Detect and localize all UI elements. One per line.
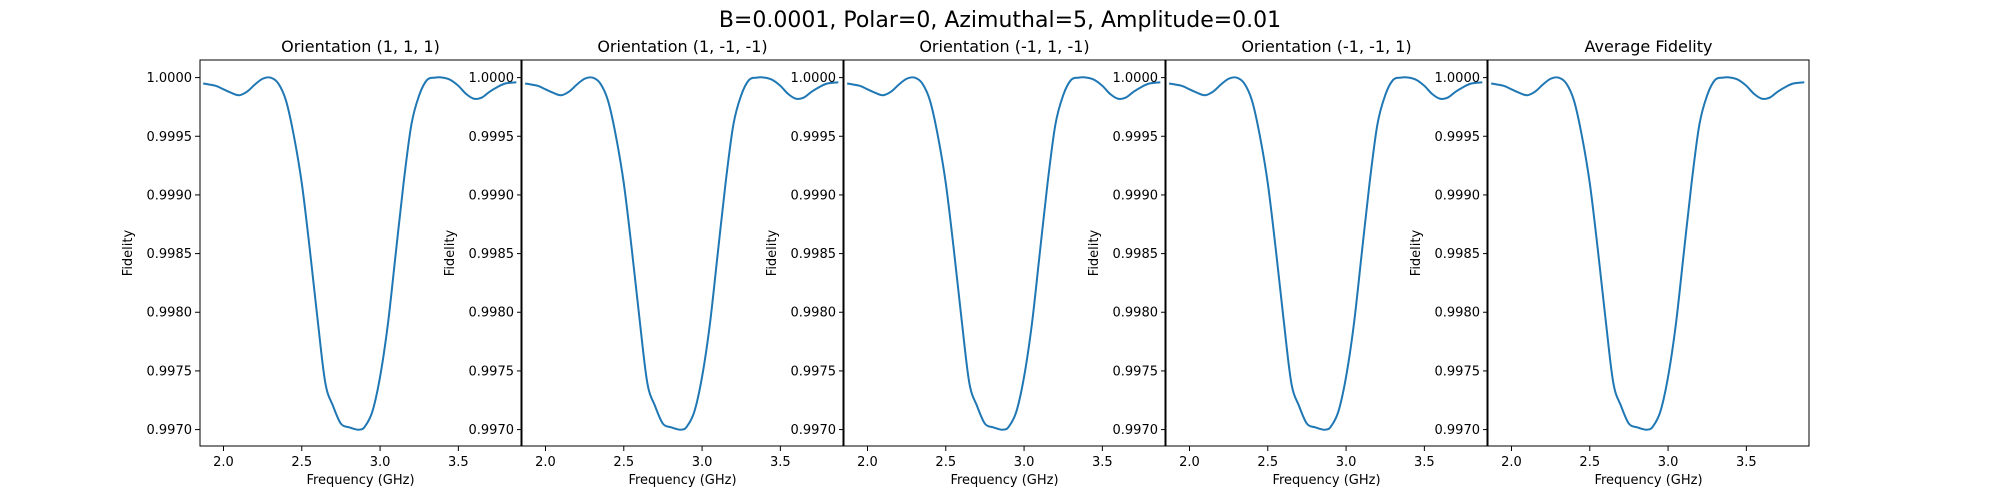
plot-frame [521,59,844,447]
subplot: Orientation (1, 1, 1) 2.0 2.5 3.0 3.5 0.9970 0… [121,37,522,488]
y-tick-label: 0.9975 [1113,364,1159,379]
x-tick-label: 3.0 [370,455,391,470]
subplot: Orientation (-1, -1, 1) 2.0 2.5 3.0 3.5 0.997… [1087,37,1488,488]
y-tick-label: 0.9990 [1435,188,1481,203]
x-tick-label: 2.5 [935,455,956,470]
y-tick-label: 0.9995 [147,130,193,145]
x-axis-label: Frequency (GHz) [1594,473,1702,488]
x-axis-label: Frequency (GHz) [950,473,1058,488]
y-tick-label: 0.9970 [147,423,193,438]
y-tick-label: 0.9985 [1113,247,1159,262]
subplot: Orientation (1, -1, -1) 2.0 2.5 3.0 3.5 0.997… [443,37,844,488]
y-tick-label: 1.0000 [791,71,837,86]
x-tick-label: 2.0 [1501,455,1522,470]
x-tick-label: 2.5 [613,455,634,470]
y-tick-label: 0.9970 [1113,423,1159,438]
x-tick-label: 3.5 [1736,455,1757,470]
fidelity-series-line [1168,76,1483,431]
subplot: Orientation (-1, 1, -1) 2.0 2.5 3.0 3.5 0.997… [765,37,1166,488]
y-tick-label: 0.9990 [1113,188,1159,203]
y-axis-label: Fidelity [765,229,780,276]
x-tick-label: 3.0 [1658,455,1679,470]
fidelity-series-line [524,76,839,431]
x-tick-label: 3.0 [1336,455,1357,470]
y-tick-label: 0.9985 [469,247,515,262]
y-tick-label: 0.9970 [1435,423,1481,438]
y-tick-label: 1.0000 [1113,71,1159,86]
y-axis-label: Fidelity [121,229,136,276]
y-tick-label: 0.9975 [147,364,193,379]
y-tick-label: 0.9995 [1113,130,1159,145]
subplot-title: Orientation (1, -1, -1) [597,37,767,56]
y-tick-label: 1.0000 [147,71,193,86]
y-tick-label: 0.9990 [147,188,193,203]
plot-frame [1487,59,1810,447]
y-tick-label: 0.9995 [1435,130,1481,145]
subplot-title: Orientation (-1, -1, 1) [1241,37,1411,56]
y-tick-label: 0.9980 [147,306,193,321]
y-tick-label: 0.9980 [1435,306,1481,321]
y-tick-label: 1.0000 [469,71,515,86]
subplot-title: Orientation (1, 1, 1) [281,37,440,56]
subplot: Average Fidelity 2.0 2.5 3.0 3.5 0.9970 0.9975… [1409,37,1810,488]
y-tick-label: 0.9995 [791,130,837,145]
x-tick-label: 2.5 [1257,455,1278,470]
x-tick-label: 3.0 [692,455,713,470]
y-tick-label: 0.9990 [469,188,515,203]
x-tick-label: 2.0 [213,455,234,470]
y-tick-label: 0.9975 [791,364,837,379]
y-tick-label: 0.9980 [469,306,515,321]
y-axis-label: Fidelity [1087,229,1102,276]
x-tick-label: 2.5 [291,455,312,470]
x-tick-label: 2.0 [1179,455,1200,470]
x-tick-label: 3.5 [1414,455,1435,470]
x-axis-label: Frequency (GHz) [628,473,736,488]
x-tick-label: 3.5 [1092,455,1113,470]
y-tick-label: 0.9985 [791,247,837,262]
y-tick-label: 0.9980 [1113,306,1159,321]
fidelity-series-line [1490,76,1805,431]
plot-frame [843,59,1166,447]
y-tick-label: 0.9980 [791,306,837,321]
y-tick-label: 0.9970 [469,423,515,438]
subplot-grid: Orientation (1, 1, 1) 2.0 2.5 3.0 3.5 0.9970 0… [121,37,1810,488]
y-axis-label: Fidelity [1409,229,1424,276]
x-tick-label: 2.5 [1579,455,1600,470]
y-tick-label: 0.9975 [1435,364,1481,379]
y-tick-label: 0.9995 [469,130,515,145]
plot-frame [1165,59,1488,447]
x-tick-label: 2.0 [535,455,556,470]
y-tick-label: 0.9985 [1435,247,1481,262]
subplot-title: Orientation (-1, 1, -1) [919,37,1089,56]
x-tick-label: 3.0 [1014,455,1035,470]
y-tick-label: 0.9985 [147,247,193,262]
x-axis-label: Frequency (GHz) [1272,473,1380,488]
x-tick-label: 2.0 [857,455,878,470]
fidelity-series-line [846,76,1161,431]
plot-frame [199,59,522,447]
y-tick-label: 0.9970 [791,423,837,438]
y-axis-label: Fidelity [443,229,458,276]
x-tick-label: 3.5 [770,455,791,470]
subplot-title: Average Fidelity [1585,37,1713,56]
figure-title: B=0.0001, Polar=0, Azimuthal=5, Amplitud… [719,8,1281,33]
y-tick-label: 0.9990 [791,188,837,203]
y-tick-label: 0.9975 [469,364,515,379]
fidelity-series-line [202,76,517,431]
x-tick-label: 3.5 [448,455,469,470]
y-tick-label: 1.0000 [1435,71,1481,86]
x-axis-label: Frequency (GHz) [306,473,414,488]
